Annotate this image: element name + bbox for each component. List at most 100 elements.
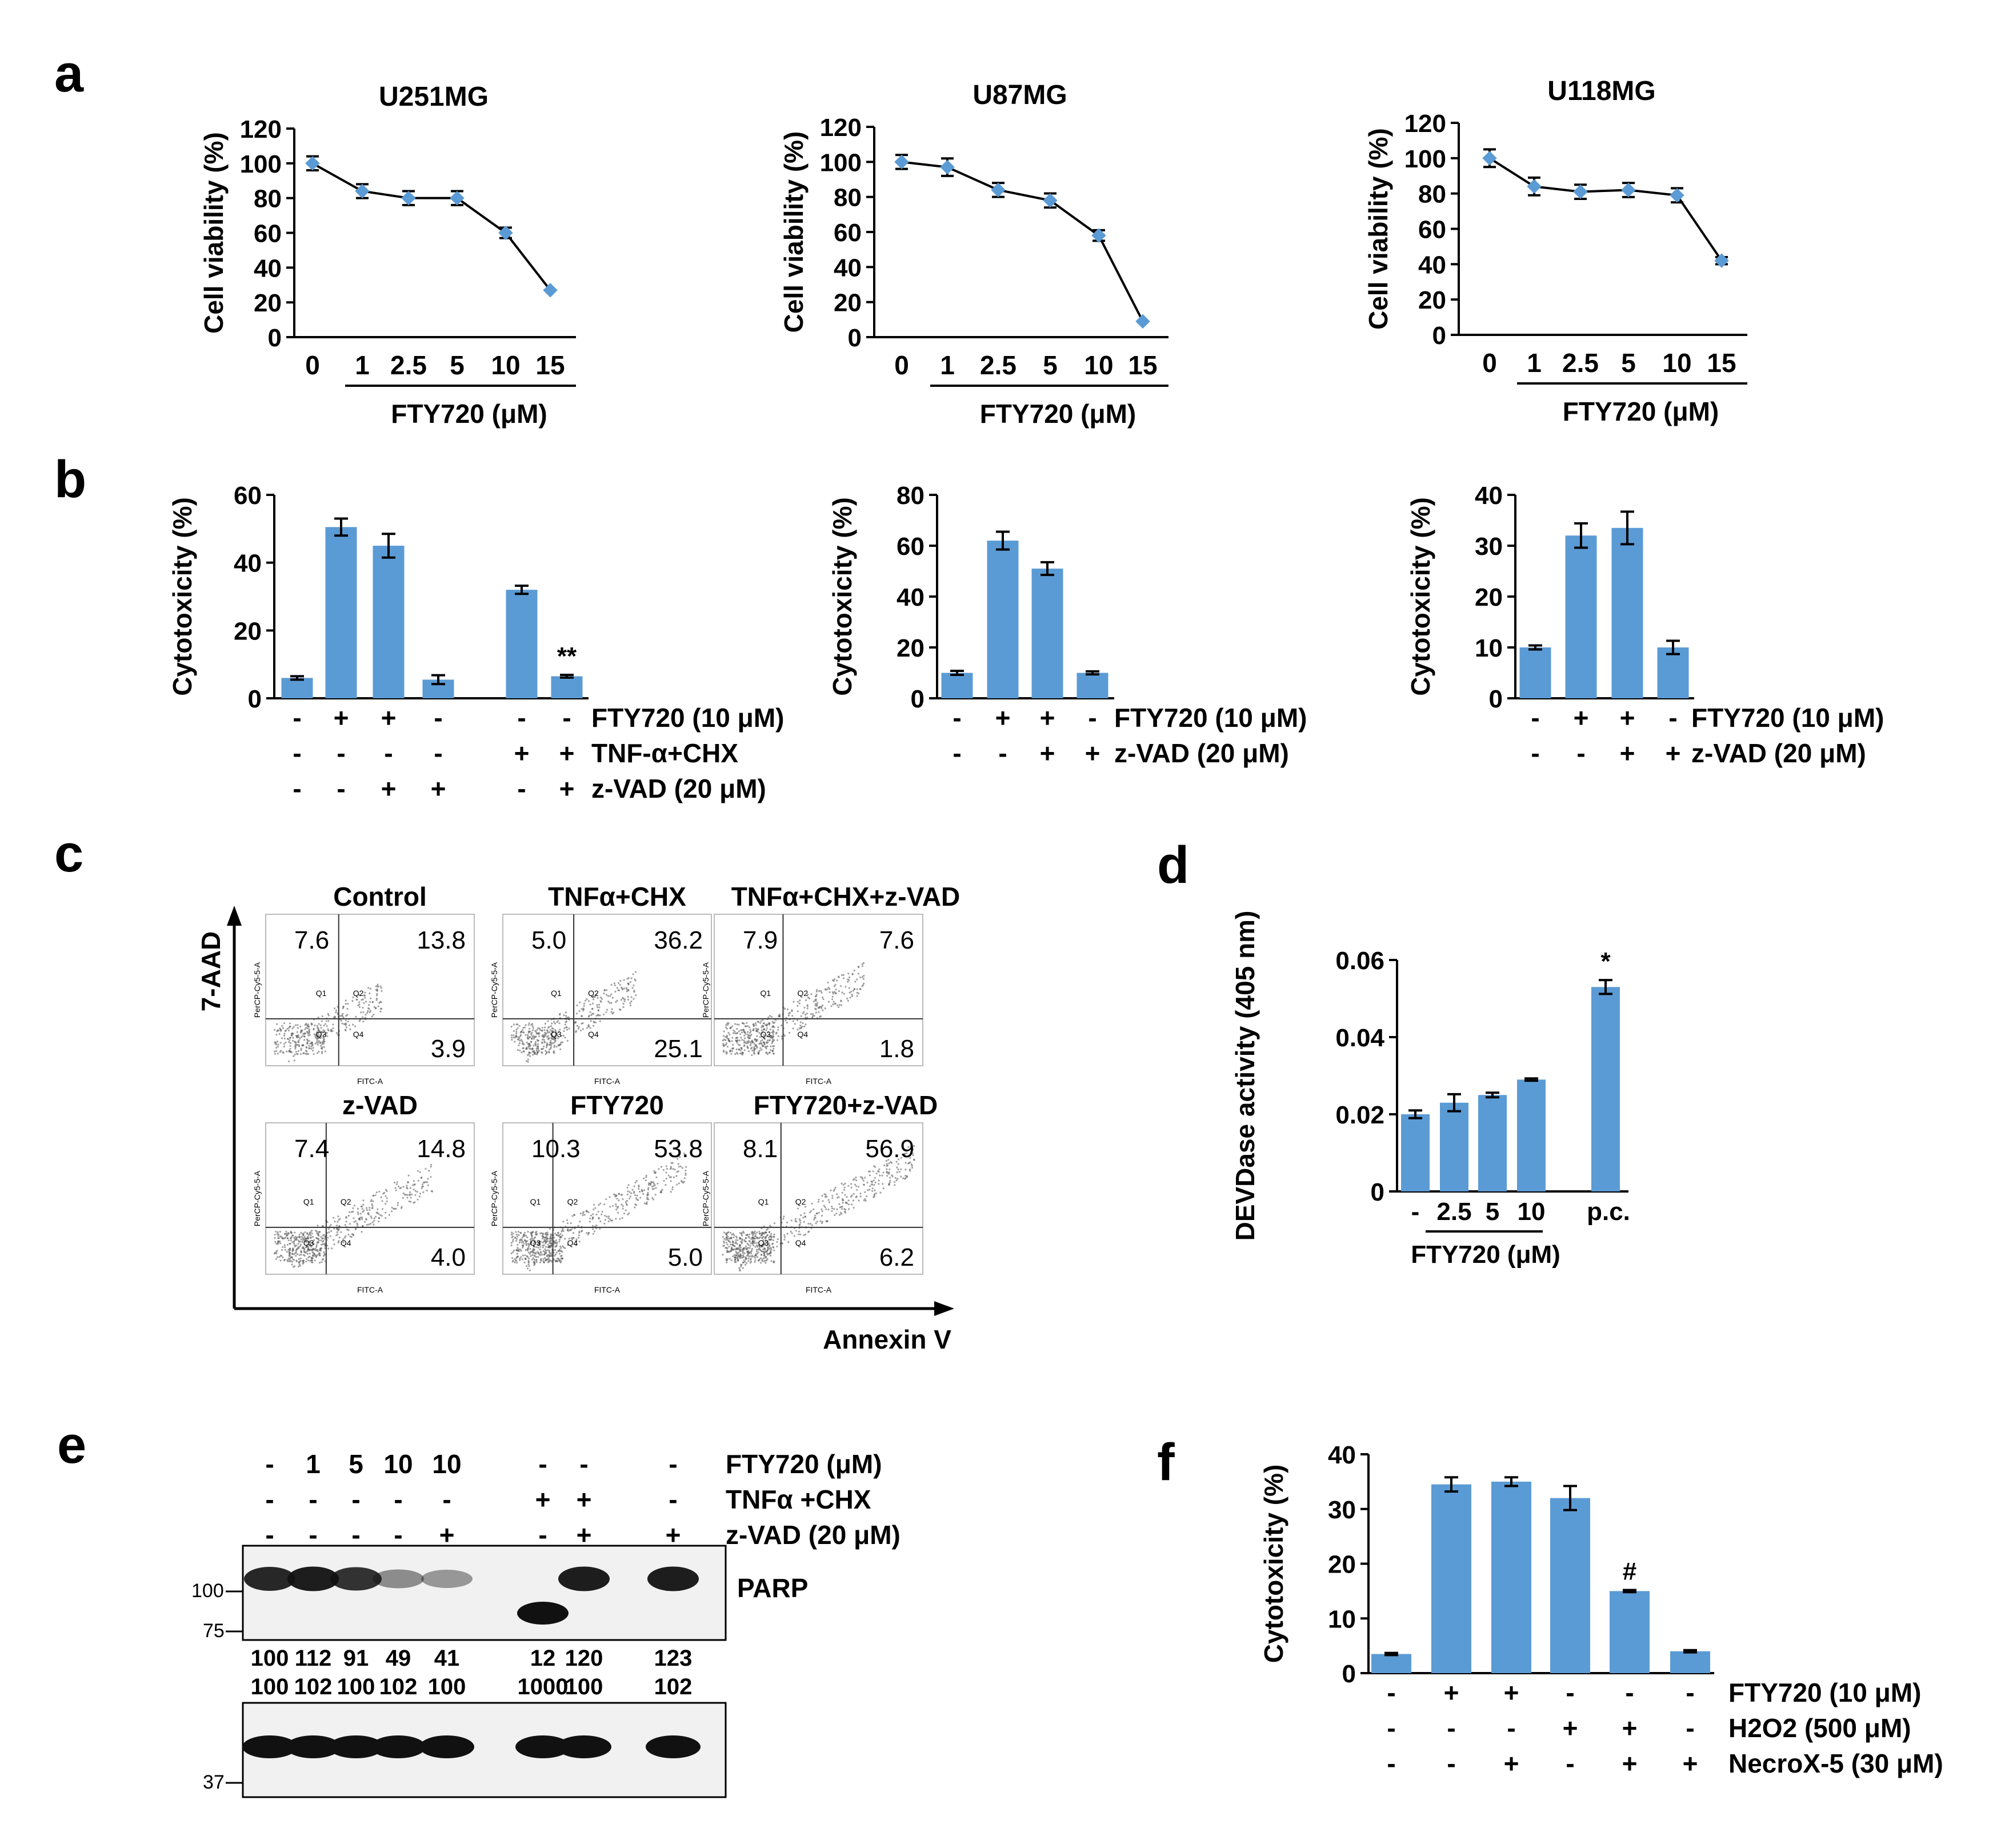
quadrant-label-q4: Q4 [341,1238,351,1247]
flow-dot [521,1236,524,1239]
flow-dot [275,1034,278,1036]
flow-dot [402,1186,405,1188]
flow-dot [318,1252,321,1254]
flow-dot [523,1261,526,1263]
flow-dot [754,1261,756,1263]
flow-dot [283,1022,286,1025]
flow-dot [581,1230,583,1232]
flow-dot [422,1185,424,1187]
blot-condition-mark: 1 [306,1449,321,1479]
flow-dot [532,1029,534,1031]
flow-dot [535,1049,538,1051]
y-tick-label: 120 [1404,110,1446,138]
flow-dot [527,1035,529,1038]
flow-dot [284,1246,286,1249]
x-axis-label: FTY720 (μM) [1411,1241,1560,1269]
flow-dot [539,1248,541,1251]
flow-dot [343,1237,346,1239]
flow-dot [549,1043,551,1046]
flow-dot [302,1035,304,1037]
flow-dot [815,990,818,993]
flow-dot [531,1037,533,1039]
flow-dot [753,1049,755,1051]
flow-dot [369,1001,371,1003]
flow-dot [293,1253,295,1255]
flow-dot [565,1021,567,1023]
mw-marker-37: 37 [203,1771,225,1793]
flow-dot [863,1177,866,1179]
flow-dot [295,1251,298,1254]
flow-dot [338,1237,341,1239]
flow-dot [323,1253,326,1255]
flow-dot [289,1259,291,1261]
flow-dot [749,1041,751,1043]
flow-dot [511,1257,514,1259]
flow-dot [552,1035,554,1038]
flow-dot [322,1029,325,1031]
flow-dot [731,1243,734,1246]
blot-band-loading [646,1735,701,1758]
flow-dot [554,1022,557,1025]
flow-dot [592,995,595,998]
flow-dot [406,1185,408,1187]
flow-dot [730,1250,733,1253]
flow-dot [385,1217,387,1219]
flow-dot [831,1210,833,1212]
flow-dot [741,1054,743,1056]
flow-dot [539,1251,542,1253]
flow-dot [365,1207,368,1209]
flow-dot [614,1195,617,1198]
flow-dot [873,1179,875,1182]
flow-dot [773,1039,775,1041]
flow-dot [763,1260,766,1262]
flow-dot [317,1037,319,1039]
bar [373,546,405,698]
flow-dot [833,985,835,987]
condition-mark: + [431,774,446,803]
flow-dot [795,1221,798,1223]
quadrant-value-q4: 3.9 [431,1035,466,1063]
flow-dot [515,1249,518,1251]
flow-dot [781,1035,783,1038]
flow-plot-y-axis-label: PerCP-Cy5-5-A [490,962,499,1018]
flow-dot [430,1163,433,1166]
condition-label: TNF-α+CHX [591,738,738,768]
flow-dot [897,1168,899,1171]
flow-dot [553,1237,555,1239]
flow-dot [305,1261,307,1263]
bar [1550,1498,1590,1673]
flow-dot [295,1051,298,1053]
flow-dot [394,1181,396,1184]
flow-dot [836,1208,838,1210]
flow-dot [554,1037,557,1039]
quadrant-value-q2: 14.8 [417,1135,466,1163]
flow-dot [283,1233,286,1235]
flow-dot [747,1247,750,1249]
flow-dot [726,1249,729,1251]
flow-dot [303,1035,306,1038]
flow-dot [647,1187,650,1189]
flow-dot [317,1016,319,1019]
flow-dot [750,1242,753,1245]
bar [1440,1102,1468,1191]
flow-dot [510,1242,513,1244]
flow-dot [850,990,853,993]
flow-dot [768,1022,770,1025]
flow-dot [809,1222,812,1225]
flow-dot [803,1025,806,1028]
flow-dot [633,984,635,986]
flow-dot [613,982,615,985]
flow-plot-x-axis-label: FITC-A [594,1285,621,1294]
flow-dot [418,1195,421,1198]
flow-dot [575,1013,578,1015]
flow-dot [839,1211,842,1214]
condition-mark: - [293,738,301,768]
flow-dot [422,1183,424,1186]
y-tick-label: 20 [1475,583,1503,611]
flow-dot [286,1050,288,1053]
flow-dot [592,1233,594,1235]
flow-dot [338,1219,340,1221]
flow-dot [406,1197,409,1199]
flow-dot [667,1174,670,1177]
